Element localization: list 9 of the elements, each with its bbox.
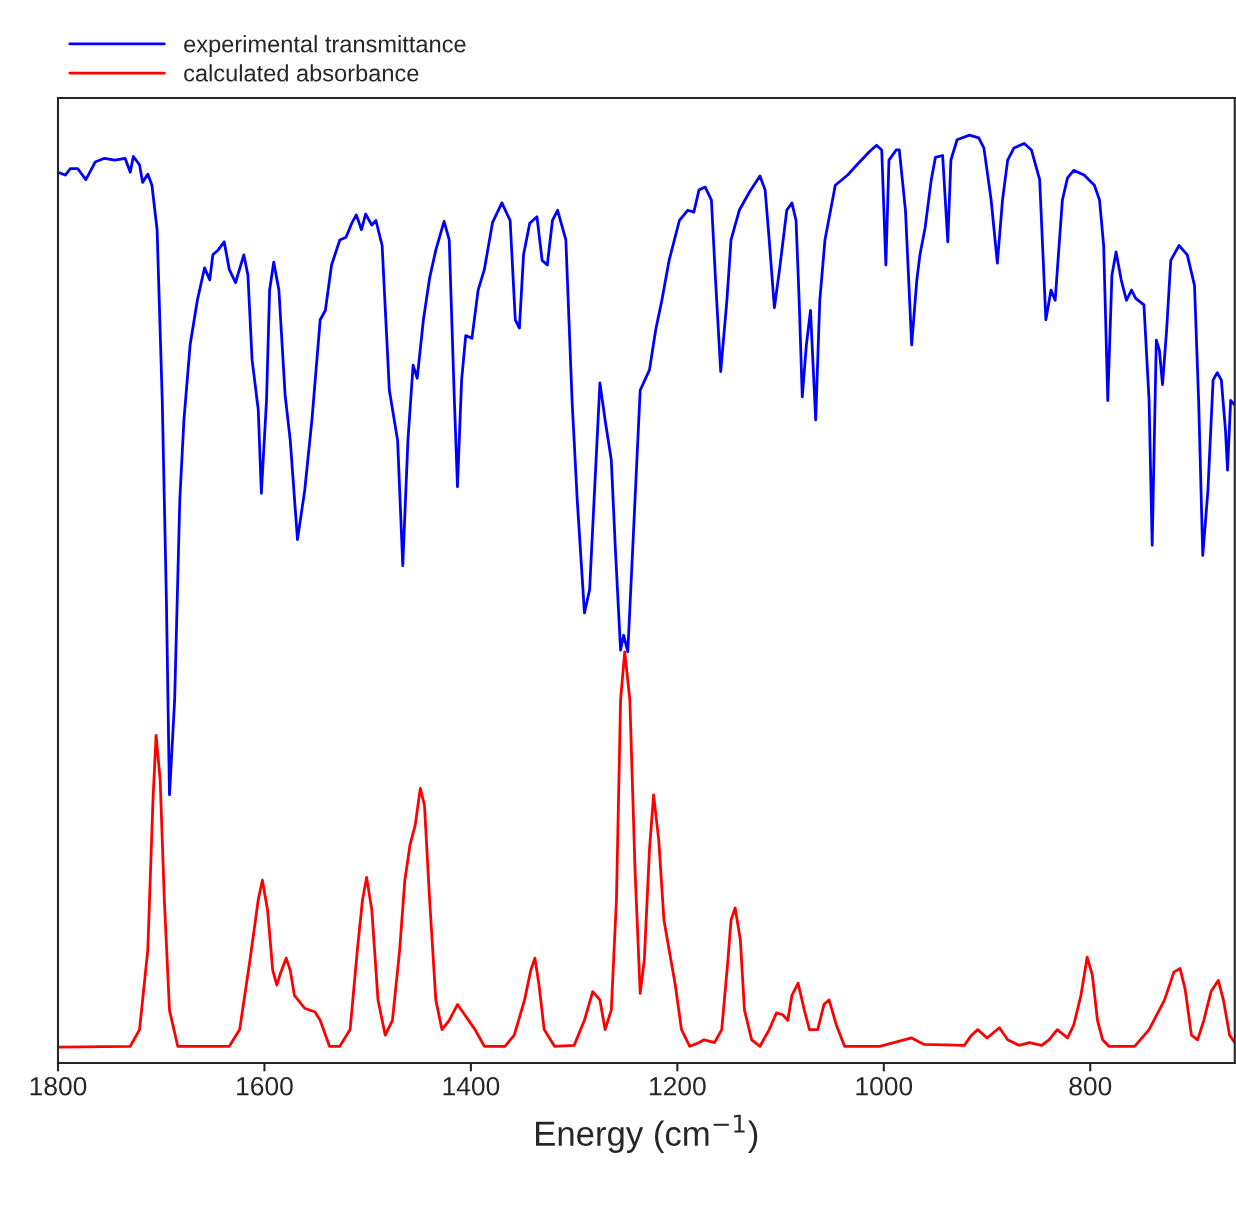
x-tick-label: 1200 (650, 1076, 706, 1096)
x-axis-title: Energy (cm$^{−1}$) (536, 1114, 758, 1153)
x-tick-label: 1600 (237, 1076, 293, 1096)
x-tick-label: 1800 (30, 1076, 87, 1096)
legend-label: calculated absorbance (184, 64, 419, 82)
x-tick-label: 800 (1069, 1076, 1112, 1096)
x-tick-label: 1000 (856, 1076, 913, 1096)
legend-label: experimental transmittance (184, 35, 466, 58)
x-tick-label: 1400 (443, 1076, 500, 1096)
